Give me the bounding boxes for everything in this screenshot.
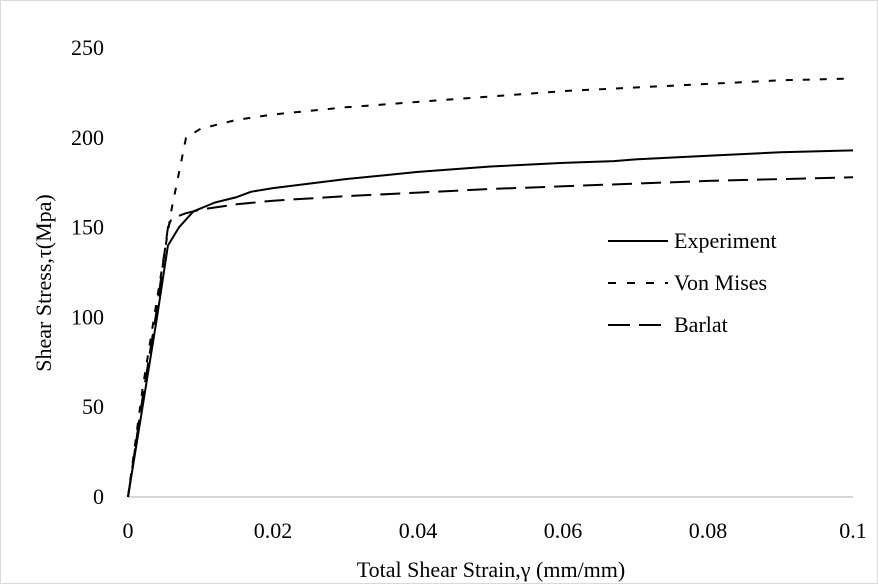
x-tick-label: 0.06 xyxy=(544,518,583,543)
x-axis-title: Total Shear Strain,γ (mm/mm) xyxy=(357,557,625,582)
series-line-barlat xyxy=(127,176,854,498)
x-tick-label: 0.04 xyxy=(399,518,438,543)
legend-label-von-mises: Von Mises xyxy=(674,270,767,295)
y-axis-title: Shear Stress,τ(Mpa) xyxy=(31,194,56,371)
series-line-experiment xyxy=(127,149,854,498)
y-tick-labels: 0 50 100 150 200 250 xyxy=(71,35,104,509)
x-tick-label: 0.1 xyxy=(839,518,867,543)
series-layer xyxy=(127,77,854,498)
y-tick-label: 150 xyxy=(71,215,104,240)
legend: Experiment Von Mises Barlat xyxy=(608,228,777,337)
series-line-von-mises xyxy=(127,77,854,498)
x-tick-label: 0.08 xyxy=(689,518,728,543)
y-tick-label: 200 xyxy=(71,125,104,150)
y-tick-label: 250 xyxy=(71,35,104,60)
y-tick-label: 100 xyxy=(71,304,104,329)
x-tick-labels: 0 0.02 0.04 0.06 0.08 0.1 xyxy=(123,518,867,543)
x-tick-label: 0 xyxy=(123,518,134,543)
legend-label-barlat: Barlat xyxy=(674,312,728,337)
x-tick-label: 0.02 xyxy=(254,518,293,543)
y-tick-label: 50 xyxy=(82,394,104,419)
y-tick-label: 0 xyxy=(93,484,104,509)
legend-label-experiment: Experiment xyxy=(674,228,777,253)
